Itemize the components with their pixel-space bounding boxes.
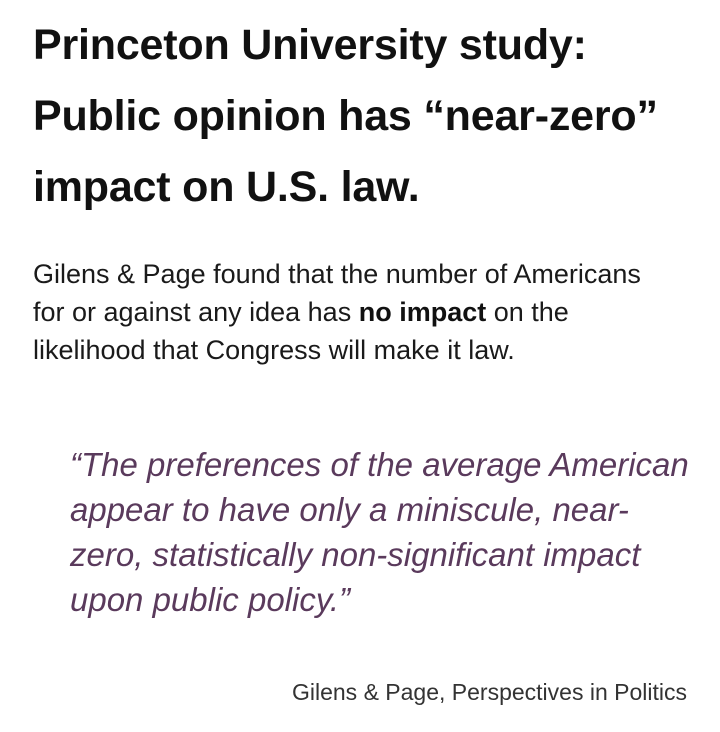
pull-quote: “The preferences of the average American… (70, 446, 689, 618)
body-text-part-1: Gilens & Page found that the number of A… (33, 259, 641, 327)
body-text-part-2: on the likelihood that Congress will mak… (33, 297, 569, 365)
headline: Princeton University study: Public opini… (33, 21, 658, 211)
body-paragraph: Gilens & Page found that the number of A… (33, 255, 673, 369)
body-emphasis: no impact (358, 297, 487, 327)
quote-attribution: Gilens & Page, Perspectives in Politics (291, 679, 687, 705)
